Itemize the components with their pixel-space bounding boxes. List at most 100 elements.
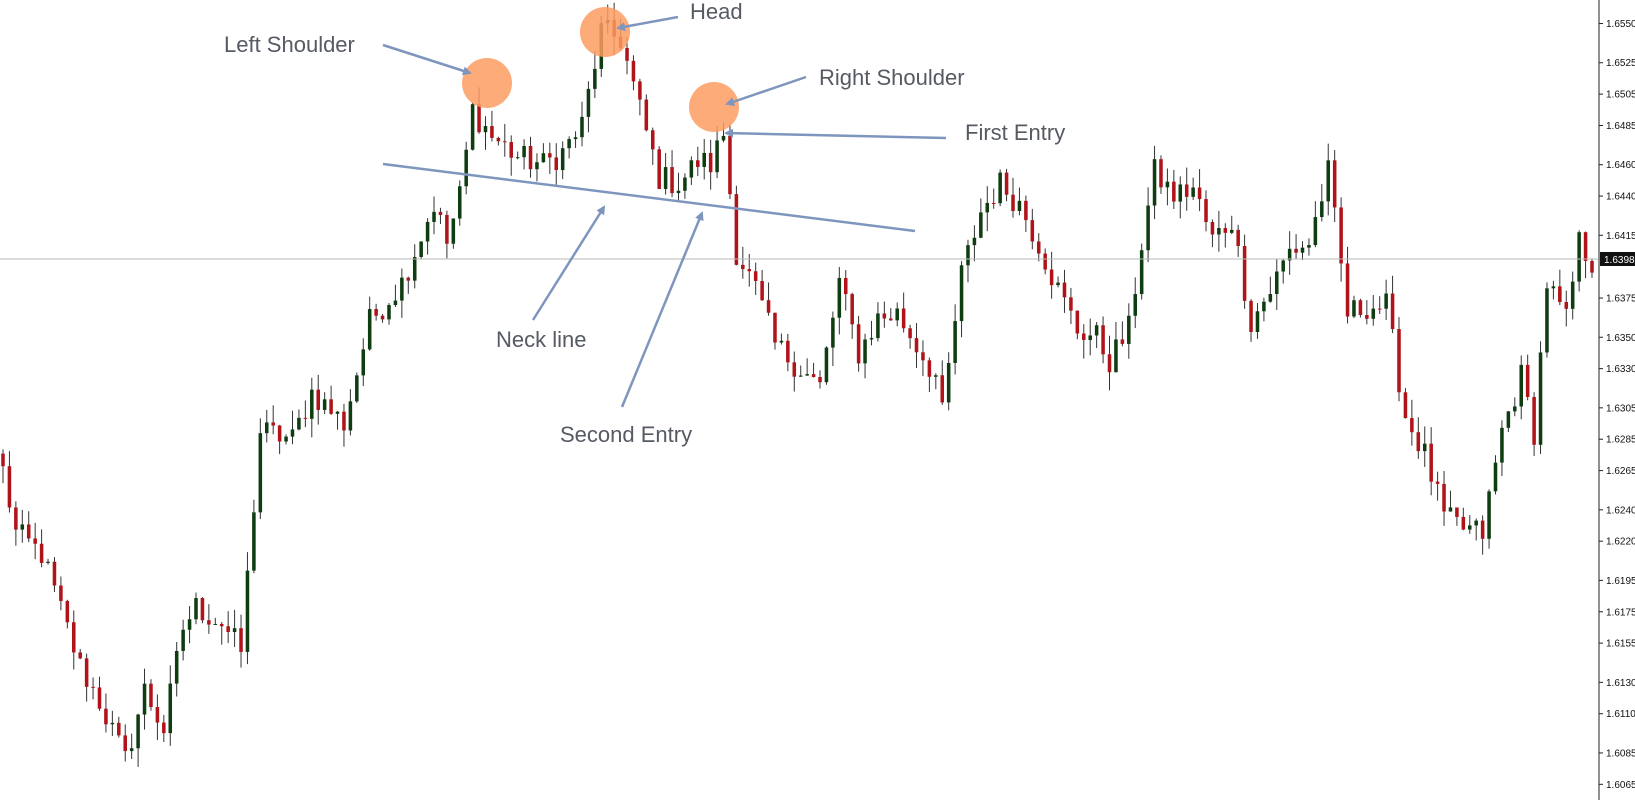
bear-candle-body — [155, 707, 160, 723]
bull-candle-body — [264, 422, 269, 434]
candle — [966, 239, 970, 283]
bear-candle-body — [747, 269, 752, 272]
candle — [355, 372, 359, 403]
bear-candle-body — [496, 137, 501, 142]
candle — [1326, 143, 1331, 216]
candle — [1429, 427, 1433, 496]
bear-candle-body — [670, 167, 674, 194]
bull-candle-body — [1017, 200, 1022, 212]
candle — [1268, 276, 1273, 303]
bear-candle-body — [406, 277, 411, 281]
bull-candle-body — [1268, 293, 1273, 302]
candle — [1422, 426, 1427, 467]
bear-candle-body — [1390, 293, 1395, 330]
bull-candle-body — [483, 126, 488, 133]
candle — [1410, 399, 1414, 446]
bull-candle-body — [1371, 308, 1376, 319]
candle — [1345, 246, 1350, 324]
bear-candle-body — [657, 149, 661, 189]
bear-candle-body — [1397, 329, 1401, 393]
bull-candle-body — [1570, 281, 1575, 309]
candle — [818, 370, 822, 389]
bull-candle-body — [1538, 352, 1543, 445]
candle — [1024, 195, 1028, 232]
bear-candle-body — [1429, 443, 1433, 482]
bear-candle-body — [908, 328, 912, 339]
candle — [1416, 417, 1421, 459]
bull-candle-body — [168, 683, 173, 734]
bear-candle-body — [303, 417, 308, 419]
bear-candle-body — [753, 271, 758, 281]
bull-candle-body — [290, 429, 295, 437]
bear-candle-body — [271, 422, 275, 426]
candle — [39, 529, 44, 568]
bull-candle-body — [966, 245, 970, 266]
bear-candle-body — [207, 620, 211, 625]
candle — [310, 377, 314, 438]
bear-candle-body — [1223, 228, 1228, 233]
bull-candle-body — [663, 167, 668, 189]
candle — [1062, 269, 1067, 313]
candle — [991, 188, 996, 209]
candle — [219, 622, 224, 645]
candle — [71, 610, 76, 670]
bear-candle-body — [927, 360, 932, 377]
candle — [1532, 392, 1536, 456]
bull-candle-body — [187, 619, 192, 630]
candle — [1513, 397, 1517, 417]
bear-candle-body — [1030, 220, 1035, 242]
candle — [1519, 355, 1524, 420]
candle — [297, 409, 301, 431]
bull-candle-body — [252, 512, 256, 571]
bear-candle-body — [78, 652, 82, 659]
bear-candle-body — [882, 313, 887, 319]
candle — [1152, 145, 1157, 220]
candle — [580, 101, 584, 147]
bear-candle-body — [991, 202, 996, 204]
price-tick-label: 1.6460 — [1606, 160, 1635, 171]
candle — [168, 665, 173, 746]
candle — [1114, 322, 1118, 373]
candle — [226, 611, 230, 644]
bull-candle-body — [136, 714, 140, 749]
bear-candle-body — [940, 375, 945, 403]
candle — [631, 55, 636, 91]
price-tick-label: 1.6505 — [1606, 90, 1635, 101]
candle — [831, 311, 835, 366]
bull-candle-body — [46, 561, 50, 563]
candle — [264, 409, 269, 443]
candle — [683, 173, 687, 199]
candle — [882, 301, 887, 328]
bear-candle-body — [123, 735, 127, 752]
candle — [419, 241, 423, 260]
price-tick-label: 1.6525 — [1606, 58, 1635, 69]
candle — [445, 210, 449, 259]
candle — [451, 218, 456, 249]
bull-candle-body — [779, 340, 784, 343]
candle — [239, 614, 243, 668]
candle — [1017, 187, 1022, 216]
candle — [766, 282, 771, 316]
bull-candle-body — [560, 148, 565, 171]
bull-candle-body — [1139, 250, 1144, 295]
bull-candle-body — [245, 570, 250, 652]
bear-candle-body — [445, 214, 449, 244]
candle — [1538, 341, 1543, 454]
bull-candle-body — [457, 186, 462, 219]
candle — [541, 143, 546, 163]
candle — [284, 434, 288, 445]
candle — [1448, 490, 1453, 512]
candle — [946, 352, 951, 411]
candle — [1217, 210, 1221, 252]
candle — [1172, 169, 1176, 209]
bull-candle-body — [432, 211, 436, 222]
candle — [1435, 471, 1440, 501]
candle — [586, 81, 591, 133]
bear-candle-body — [1236, 229, 1240, 246]
bear-candle-body — [1172, 181, 1176, 202]
candle — [1184, 167, 1189, 211]
candle — [798, 365, 803, 377]
bull-candle-body — [284, 436, 288, 442]
candle — [644, 94, 649, 132]
candle — [670, 150, 674, 198]
